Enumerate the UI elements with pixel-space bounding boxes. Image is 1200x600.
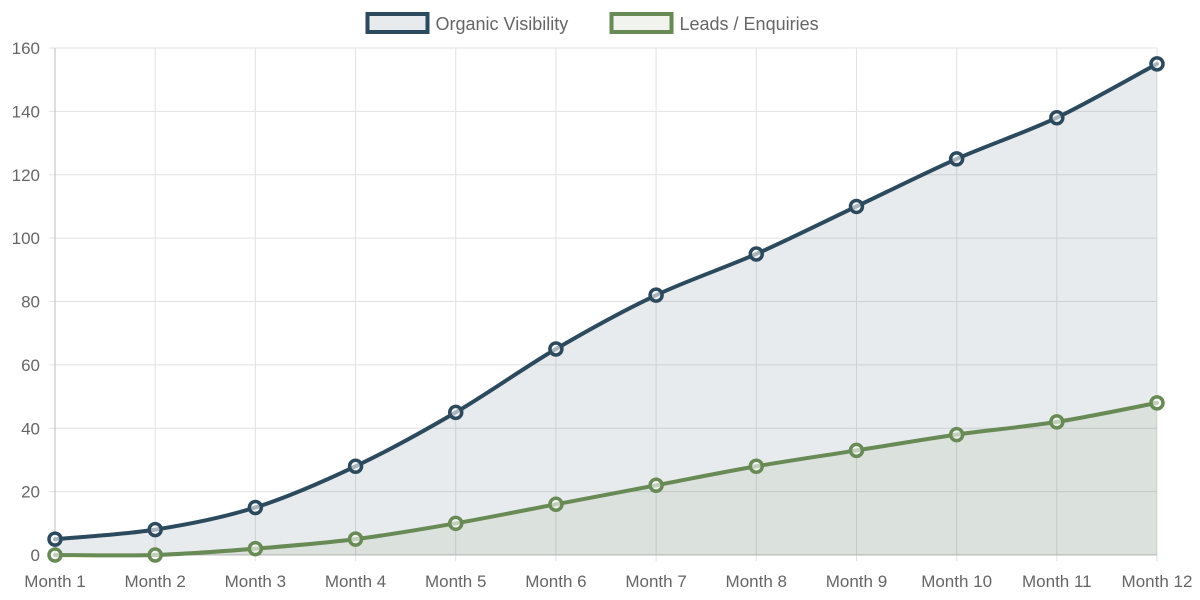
point-leads-enquiries[interactable]	[47, 547, 63, 563]
legend: Organic Visibility Leads / Enquiries	[365, 12, 819, 34]
x-tick-label: Month 11	[1022, 572, 1092, 591]
area-organic-visibility	[55, 63, 1157, 555]
point-leads-enquiries[interactable]	[1149, 395, 1165, 411]
area-leads-enquiries	[55, 402, 1157, 556]
point-leads-enquiries[interactable]	[848, 442, 865, 459]
x-tick-label: Month 6	[525, 572, 586, 591]
y-tick-label: 20	[21, 483, 40, 502]
y-tick-label: 0	[31, 546, 40, 565]
axes: 0 20 40 60 80 100 120 140 160 Month 1 Month 2 Month…	[12, 39, 1193, 591]
point-leads-enquiries[interactable]	[948, 426, 965, 443]
point-leads-enquiries[interactable]	[347, 531, 364, 547]
point-organic-visibility[interactable]	[47, 531, 63, 547]
x-tick-label: Month 2	[124, 572, 185, 591]
legend-swatch-organic-visibility[interactable]	[365, 12, 430, 34]
point-organic-visibility[interactable]	[247, 499, 264, 516]
y-tick-label: 80	[21, 293, 40, 312]
y-tick-label: 100	[12, 229, 40, 248]
series-points	[47, 56, 1165, 563]
y-tick-label: 140	[12, 102, 40, 121]
point-organic-visibility[interactable]	[948, 151, 965, 167]
y-tick-label: 120	[12, 166, 40, 185]
x-tick-label: Month 7	[625, 572, 686, 591]
grid-lines	[49, 47, 1158, 561]
point-leads-enquiries[interactable]	[748, 458, 765, 475]
legend-label-organic-visibility[interactable]: Organic Visibility	[436, 14, 569, 34]
series-areas	[55, 63, 1157, 556]
point-leads-enquiries[interactable]	[648, 477, 664, 494]
point-leads-enquiries[interactable]	[548, 496, 564, 513]
series-lines	[53, 61, 1159, 558]
legend-swatch-leads-enquiries[interactable]	[609, 12, 674, 34]
point-leads-enquiries[interactable]	[1049, 414, 1065, 430]
point-organic-visibility[interactable]	[748, 246, 765, 262]
x-tick-label: Month 10	[921, 572, 992, 591]
x-tick-label: Month 8	[726, 572, 787, 591]
legend-label-leads-enquiries[interactable]: Leads / Enquiries	[680, 14, 819, 34]
point-leads-enquiries[interactable]	[447, 515, 464, 532]
y-tick-label: 160	[12, 39, 40, 58]
x-tick-label: Month 3	[225, 572, 286, 591]
point-leads-enquiries[interactable]	[147, 547, 163, 563]
y-tick-label: 40	[21, 419, 40, 438]
point-organic-visibility[interactable]	[848, 198, 865, 215]
line-organic-visibility	[53, 61, 1159, 542]
point-organic-visibility[interactable]	[1049, 109, 1065, 126]
line-leads-enquiries	[53, 400, 1159, 558]
point-organic-visibility[interactable]	[447, 404, 464, 421]
point-organic-visibility[interactable]	[648, 287, 664, 303]
x-tick-label: Month 9	[826, 572, 887, 591]
x-tick-label: Month 1	[24, 572, 85, 591]
y-tick-label: 60	[21, 356, 40, 375]
point-organic-visibility[interactable]	[347, 458, 364, 475]
point-organic-visibility[interactable]	[548, 341, 564, 357]
point-leads-enquiries[interactable]	[247, 540, 264, 557]
x-tick-label: Month 4	[325, 572, 386, 591]
point-organic-visibility[interactable]	[147, 521, 163, 538]
point-organic-visibility[interactable]	[1149, 56, 1165, 72]
x-tick-label: Month 5	[425, 572, 486, 591]
x-tick-label: Month 12	[1122, 572, 1193, 591]
